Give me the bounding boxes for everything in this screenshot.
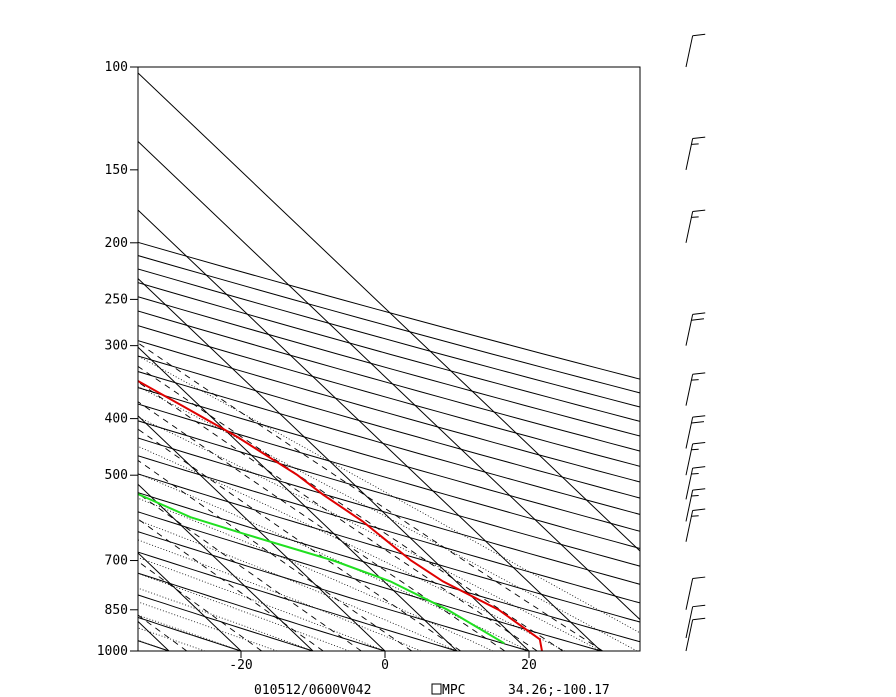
mixing-ratio-line xyxy=(138,365,564,651)
mixing-ratio-line xyxy=(138,492,362,651)
isotherm-line xyxy=(138,415,386,651)
pressure-tick-label: 400 xyxy=(105,412,128,427)
isotherm-line xyxy=(138,277,530,651)
moist-adiabat-line xyxy=(138,386,638,651)
isotherm-line xyxy=(138,140,640,621)
wind-barb xyxy=(685,466,706,500)
moist-adiabat-line xyxy=(138,519,458,651)
dry-adiabat-line xyxy=(138,455,640,604)
wind-barbs xyxy=(685,33,706,652)
pressure-tick-label: 150 xyxy=(105,163,128,178)
footer-info: 010512/0600V042 MPC 34.26;-100.17 xyxy=(254,683,610,697)
wind-barb xyxy=(685,136,706,170)
temperature-profile-line xyxy=(138,379,543,651)
isotherm-line xyxy=(138,346,458,651)
dry-adiabat-line xyxy=(138,640,170,651)
pressure-axis: 100 150 200 250 300 400 500 700 850 1000 xyxy=(97,60,138,659)
dry-adiabat-line xyxy=(138,403,640,549)
pressure-tick-label: 1000 xyxy=(97,644,128,659)
dry-adiabat-line xyxy=(138,268,640,408)
wind-barb xyxy=(685,33,706,68)
pressure-tick-label: 850 xyxy=(105,603,128,618)
wind-barb xyxy=(685,576,706,610)
wind-barb xyxy=(685,604,706,639)
wind-barb xyxy=(685,312,706,346)
wind-barb xyxy=(685,488,706,522)
wind-barb xyxy=(685,209,706,243)
isotherm-lines xyxy=(0,67,640,651)
dry-adiabat-line xyxy=(138,572,386,651)
dry-adiabat-line xyxy=(138,387,640,532)
dry-adiabat-line xyxy=(138,371,640,515)
moist-adiabat-line xyxy=(138,587,314,651)
pressure-tick-label: 250 xyxy=(105,292,128,307)
dry-adiabat-line xyxy=(138,473,640,623)
isotherm-line xyxy=(138,483,314,651)
moist-adiabat-line xyxy=(138,639,170,651)
mixing-ratio-line xyxy=(138,459,413,651)
pressure-tick-label: 200 xyxy=(105,236,128,251)
dry-adiabat-line xyxy=(138,511,602,651)
mixing-ratio-line xyxy=(138,614,188,651)
moist-adiabat-line xyxy=(138,539,422,651)
source-marker-icon xyxy=(431,683,442,695)
moist-adiabat-line xyxy=(138,355,640,634)
mixing-ratio-line xyxy=(138,401,506,651)
moist-adiabat-line xyxy=(138,601,278,651)
wind-barb xyxy=(685,415,706,449)
source-label: MPC xyxy=(442,683,465,697)
dry-adiabat-line xyxy=(138,296,640,437)
mixing-ratio-line xyxy=(138,381,538,651)
dry-adiabat-line xyxy=(138,241,640,380)
isotherm-line xyxy=(138,620,170,651)
dry-adiabat-line xyxy=(138,282,640,422)
pressure-tick-label: 300 xyxy=(105,339,128,354)
location-label: 34.26;-100.17 xyxy=(508,683,610,697)
mixing-ratio-line xyxy=(138,518,324,651)
profile-series xyxy=(138,379,543,651)
moist-adiabat-line xyxy=(138,573,350,651)
moist-adiabat-line xyxy=(138,497,494,651)
run-label: 010512/0600V042 xyxy=(254,683,371,697)
pressure-tick-label: 500 xyxy=(105,468,128,483)
dry-adiabat-line xyxy=(138,340,640,483)
isotherm-line xyxy=(138,552,242,651)
dry-adiabat-line xyxy=(138,310,640,452)
dry-adiabat-line xyxy=(0,67,25,651)
isotherm-line xyxy=(0,67,97,651)
dry-adiabat-line xyxy=(138,255,640,394)
dry-adiabat-line xyxy=(138,420,640,567)
moist-adiabat-line xyxy=(138,473,530,651)
temperature-tick-label: -20 xyxy=(229,658,252,673)
wind-barb xyxy=(685,508,706,542)
dry-adiabat-line xyxy=(138,325,640,467)
wind-barb xyxy=(685,441,706,476)
moist-adiabat-line xyxy=(0,67,97,651)
dewpoint-profile-line xyxy=(138,492,505,645)
wind-barb xyxy=(685,617,706,652)
wind-barb xyxy=(685,372,706,406)
pressure-tick-label: 100 xyxy=(105,60,128,75)
dry-adiabat-line xyxy=(138,531,530,651)
moist-adiabat-line xyxy=(138,557,386,651)
dry-adiabat-line xyxy=(138,594,314,651)
dry-adiabat-line xyxy=(0,67,97,651)
dry-adiabat-line xyxy=(138,551,458,651)
plot-frame xyxy=(137,66,641,652)
dry-adiabat-line xyxy=(138,492,640,643)
temperature-axis: -20 0 20 xyxy=(229,651,537,673)
isotherm-line xyxy=(138,72,640,552)
temperature-tick-label: 0 xyxy=(381,658,389,673)
background-grid xyxy=(0,67,640,651)
temperature-tick-label: 20 xyxy=(521,658,537,673)
moist-adiabat-line xyxy=(138,445,566,651)
isotherm-line xyxy=(0,67,25,651)
isotherm-line xyxy=(138,209,602,651)
dry-adiabat-line xyxy=(138,355,640,499)
dry-adiabat-line xyxy=(138,437,640,585)
pressure-tick-label: 700 xyxy=(105,554,128,569)
mixing-ratio-line xyxy=(138,342,604,651)
